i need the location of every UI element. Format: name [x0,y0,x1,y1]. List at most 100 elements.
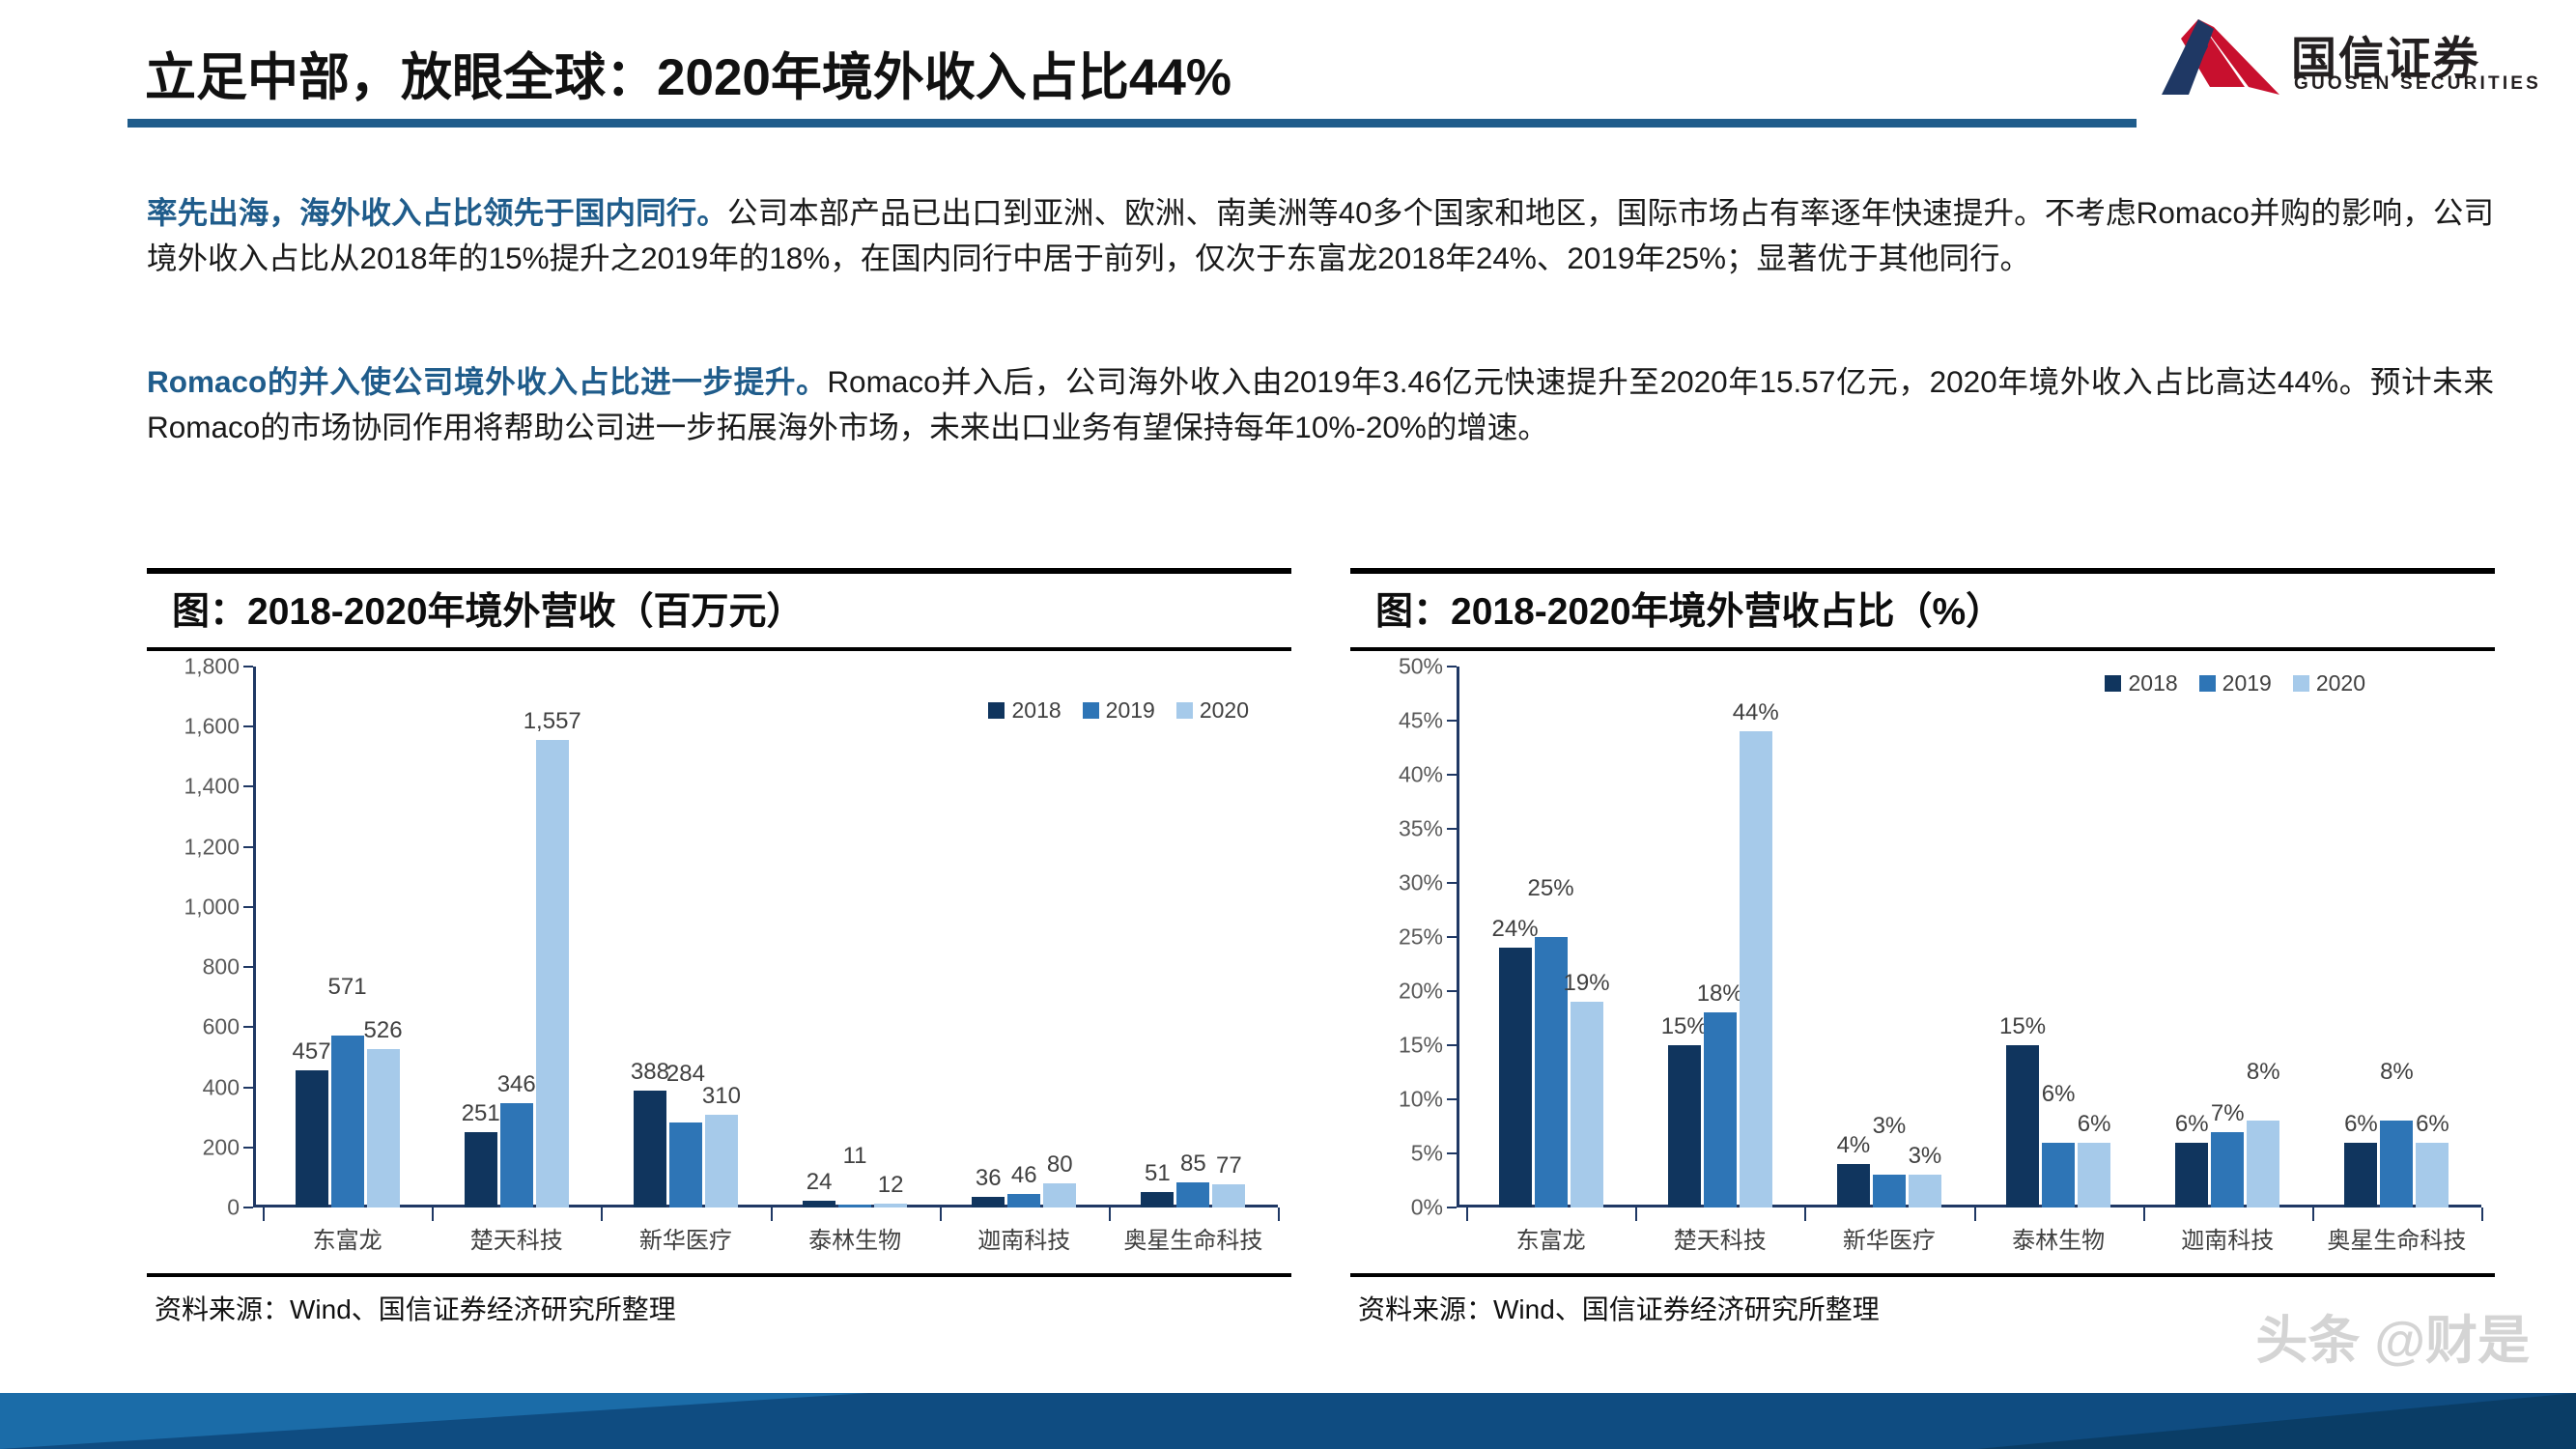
bar-group: 51 85 77 奥星生命科技 [1109,667,1278,1254]
bar-value-label: 284 [665,1060,705,1087]
bar-2020-奥星生命科技[interactable]: 6% [2416,1111,2449,1208]
source-text-right: 资料来源：Wind、国信证券经济研究所整理 [1358,1294,1880,1324]
x-axis-separator [432,1208,435,1221]
bar-value-label: 15% [1999,1013,2047,1039]
y-axis [1457,667,1459,1208]
bar-2018-新华医疗[interactable]: 388 [631,1059,669,1208]
y-axis-tick-label: 0 [227,1194,240,1220]
y-axis-tick-mark [243,845,253,848]
bar-2018-东富龙[interactable]: 457 [293,1038,331,1208]
source-rule-right [1350,1273,2495,1277]
bar-value-label: 7% [2210,1099,2245,1126]
bar-2018-楚天科技[interactable]: 251 [462,1100,500,1208]
y-axis-tick-label: 1,000 [184,894,240,920]
x-axis-category-label: 奥星生命科技 [2327,1228,2467,1254]
y-axis-tick-mark [243,905,253,908]
bar-2020-泰林生物[interactable]: 12 [874,1172,908,1208]
y-axis-tick-mark [1447,882,1457,884]
bar-2020-东富龙[interactable]: 19% [1564,970,1610,1208]
bar-2019-奥星生命科技[interactable]: 85 [1176,1151,1210,1208]
bar-2018-泰林生物[interactable]: 15% [1999,1013,2046,1208]
legend-label: 2020 [2315,670,2365,696]
legend-swatch-icon [2198,675,2216,692]
x-axis-separator [601,1208,604,1221]
bar-2020-楚天科技[interactable]: 44% [1733,699,1779,1208]
bar-group: 36 46 80 迦南科技 [940,667,1109,1254]
bar-2019-迦南科技[interactable]: 7% [2211,1100,2245,1208]
bar-group: 457 571 526 东富龙 [263,667,432,1254]
footer-band [0,1393,2576,1449]
bar-2020-楚天科技[interactable]: 1,557 [524,708,581,1208]
legend-label: 2018 [1011,697,1062,723]
legend-item-2020[interactable]: 2020 [2292,670,2365,696]
paragraph-1-lead: 率先出海，海外收入占比领先于国内同行。 [147,195,728,230]
y-axis-tick-label: 50% [1398,653,1443,679]
y-axis-tick-mark [1447,666,1457,668]
legend-item-2018[interactable]: 2018 [2105,670,2178,696]
paragraph-2-rest: Romaco并入后，公司海外收入由2019年3.46亿元快速提升至2020年15… [147,364,2494,444]
bar-value-label: 11 [842,1142,867,1169]
legend-item-2019[interactable]: 2019 [1082,697,1155,724]
paragraph-2-lead: Romaco的并入使公司境外收入占比进一步提升。 [147,364,828,399]
y-axis-tick-label: 400 [202,1074,240,1100]
bar-2019-泰林生物[interactable]: 11 [838,1143,872,1208]
bar-2019-东富龙[interactable]: 25% [1528,875,1574,1208]
bar-2019-楚天科技[interactable]: 346 [497,1071,536,1208]
y-axis-tick-mark [243,666,253,668]
bar-value-label: 25% [1527,875,1574,901]
bar-2018-东富龙[interactable]: 24% [1492,916,1539,1208]
bar-2018-奥星生命科技[interactable]: 6% [2344,1111,2378,1208]
y-axis-tick-mark [243,785,253,788]
bar-2019-奥星生命科技[interactable]: 8% [2380,1059,2414,1208]
y-axis-tick-mark [243,966,253,969]
panel-rule-top [147,568,1291,574]
legend-item-2019[interactable]: 2019 [2198,670,2272,696]
panel-rule-bottom [1350,647,2495,651]
bar-2018-迦南科技[interactable]: 36 [972,1165,1005,1208]
chart-panel-right-heading: 图：2018-2020年境外营收占比（%） [1350,568,2495,800]
bar-2019-迦南科技[interactable]: 46 [1007,1162,1041,1208]
bar-2019-楚天科技[interactable]: 18% [1697,980,1743,1208]
bar-2019-新华医疗[interactable]: 284 [666,1061,705,1208]
bar-2019-新华医疗[interactable]: 3% [1873,1113,1906,1208]
bar-2019-东富龙[interactable]: 571 [328,974,367,1208]
bar-2020-迦南科技[interactable]: 80 [1043,1151,1077,1208]
bar-2020-泰林生物[interactable]: 6% [2078,1111,2110,1208]
bar-group: 24% 25% 19% 东富龙 [1466,667,1635,1254]
panel-rule-bottom [147,647,1291,651]
bar-group: 15% 6% 6% 泰林生物 [1974,667,2143,1254]
bar-value-label: 80 [1046,1151,1073,1179]
bar-2018-奥星生命科技[interactable]: 51 [1141,1160,1175,1208]
legend-label: 2019 [2222,670,2272,696]
bar-2019-泰林生物[interactable]: 6% [2042,1081,2075,1208]
bar-2020-新华医疗[interactable]: 3% [1909,1143,1941,1208]
bar-value-label: 310 [701,1082,741,1109]
legend-label: 2019 [1105,697,1155,723]
legend-item-2020[interactable]: 2020 [1175,697,1249,724]
legend-swatch-icon [1082,702,1099,719]
bar-value-label: 24 [806,1168,833,1195]
bar-value-label: 457 [292,1037,331,1065]
bar-2018-楚天科技[interactable]: 15% [1661,1013,1708,1208]
bar-2018-新华医疗[interactable]: 4% [1837,1132,1870,1208]
bar-2020-奥星生命科技[interactable]: 77 [1212,1152,1246,1208]
bar-value-label: 51 [1145,1160,1171,1187]
legend-item-2018[interactable]: 2018 [988,697,1062,724]
bar-group: 251 346 1,557 楚天科技 [432,667,601,1254]
bar-value-label: 571 [327,974,367,1001]
bar-2018-泰林生物[interactable]: 24 [803,1169,836,1208]
bar-value-label: 3% [1872,1113,1907,1140]
bar-2020-东富龙[interactable]: 526 [364,1017,403,1208]
bar-group: 6% 8% 6% 奥星生命科技 [2312,667,2481,1254]
guosen-logo-mark [2162,19,2279,95]
bar-2020-新华医疗[interactable]: 310 [702,1083,741,1208]
legend-swatch-icon [988,702,1005,719]
chart-legend: 2018 2019 2020 [2105,670,2365,696]
bar-2018-迦南科技[interactable]: 6% [2175,1111,2209,1208]
x-axis-separator [1635,1208,1638,1221]
y-axis-tick-label: 20% [1398,978,1443,1004]
bar-value-label: 85 [1180,1150,1206,1177]
bar-value-label: 12 [877,1172,904,1199]
bar-2020-迦南科技[interactable]: 8% [2247,1059,2280,1208]
bar-value-label: 388 [630,1059,669,1086]
